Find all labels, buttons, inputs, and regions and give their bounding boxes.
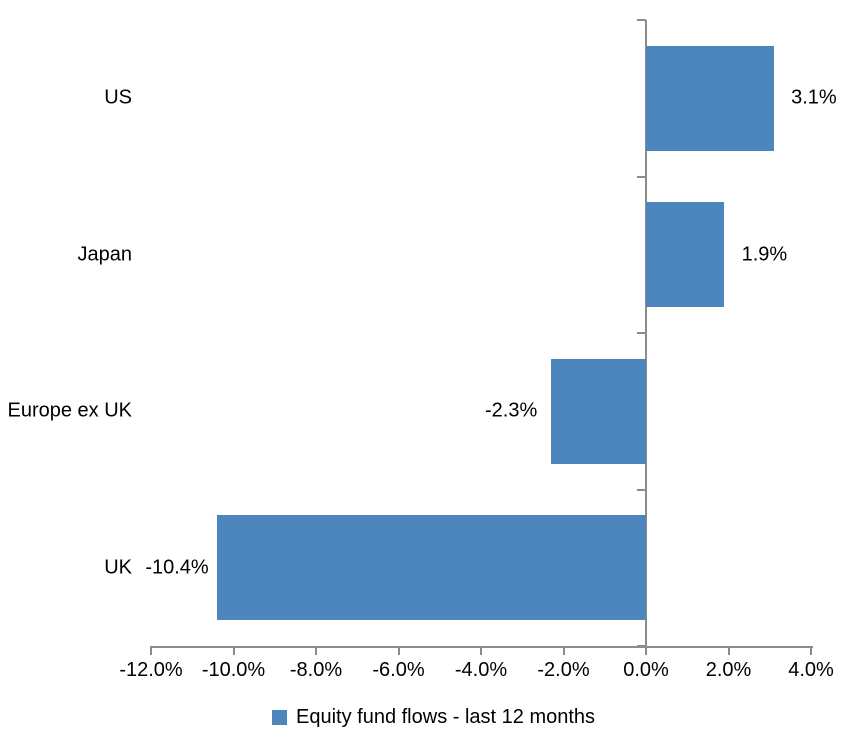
x-axis-tick-label: -6.0% (372, 659, 425, 681)
data-label-us: 3.1% (791, 86, 837, 109)
legend: Equity fund flows - last 12 months (272, 706, 595, 729)
x-axis-tick-label: 4.0% (788, 659, 834, 681)
x-axis-tick-label: -2.0% (537, 659, 590, 681)
data-label-uk: -10.4% (145, 556, 209, 579)
x-axis-tick-label: -12.0% (119, 659, 183, 681)
x-axis-tick (315, 646, 317, 655)
x-axis-tick-label: -8.0% (289, 659, 343, 681)
x-axis-tick-label: 2.0% (705, 659, 752, 681)
category-axis-tick (637, 488, 646, 491)
x-axis-tick (150, 646, 152, 655)
bar-japan (646, 202, 725, 308)
category-axis-tick (637, 19, 646, 21)
x-axis-tick (232, 646, 235, 655)
category-axis-line (645, 20, 647, 647)
x-axis-tick (727, 646, 730, 655)
category-axis-tick (637, 175, 646, 178)
category-label-japan: Japan (77, 243, 133, 266)
x-axis-tick (562, 646, 565, 655)
legend-marker-icon (272, 710, 287, 725)
category-label-europe-ex-uk: Europe ex UK (7, 399, 132, 422)
data-label-europe-ex-uk: -2.3% (485, 399, 538, 422)
bar-europe-ex-uk (551, 358, 646, 464)
bar-uk (217, 515, 646, 621)
x-axis-tick (480, 646, 482, 655)
category-axis-tick (637, 645, 646, 647)
x-axis-tick-label: -10.0% (201, 659, 266, 681)
category-axis-tick (637, 332, 646, 334)
legend-label: Equity fund flows - last 12 months (296, 706, 596, 728)
x-axis-tick (645, 646, 647, 655)
x-axis-tick-label: -4.0% (454, 659, 508, 681)
x-axis-tick (810, 646, 812, 655)
x-axis-tick-label: 0.0% (623, 659, 669, 681)
category-label-us: US (104, 86, 132, 109)
bar-us (646, 45, 774, 151)
data-label-japan: 1.9% (741, 243, 788, 266)
category-label-uk: UK (104, 556, 132, 579)
x-axis-tick (397, 646, 400, 655)
